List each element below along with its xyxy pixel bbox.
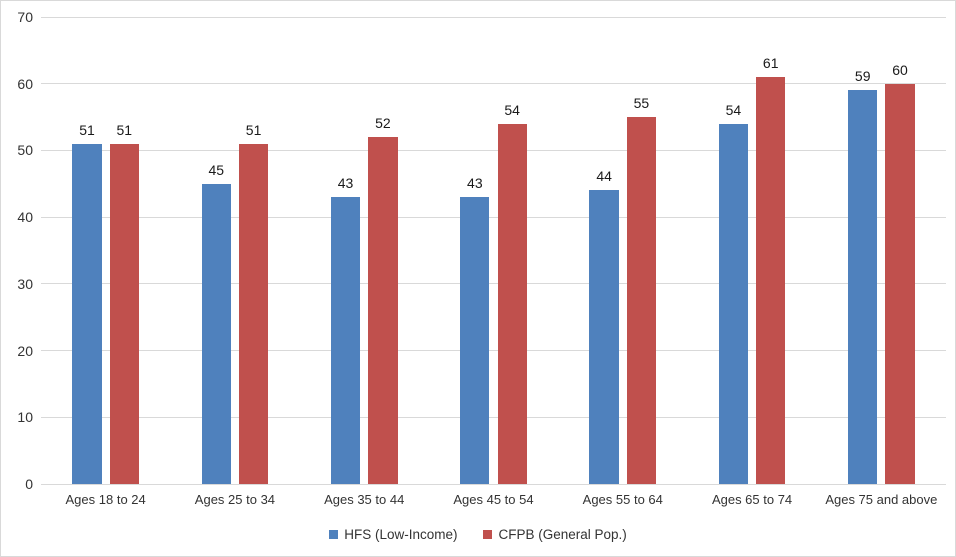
x-category-label: Ages 45 to 54 — [453, 492, 534, 507]
legend-label: HFS (Low-Income) — [344, 526, 458, 542]
bar-series-1-cat-2 — [368, 137, 398, 484]
bar-series-0-cat-4 — [589, 190, 619, 484]
bar-data-label: 43 — [337, 175, 354, 192]
bar-data-label: 51 — [116, 121, 133, 138]
bar-series-0-cat-6 — [848, 90, 878, 484]
bar-series-1-cat-6 — [885, 83, 915, 484]
x-category-label: Ages 65 to 74 — [711, 492, 793, 507]
y-tick-label: 10 — [17, 409, 33, 426]
legend-item-0: HFS (Low-Income) — [329, 527, 457, 542]
bar-data-label: 51 — [245, 121, 262, 138]
y-tick-label: 20 — [17, 342, 33, 359]
bar-series-1-cat-4 — [626, 117, 657, 484]
bar-data-label: 44 — [596, 168, 612, 185]
y-tick-label: 60 — [17, 75, 33, 92]
bar-data-label: 54 — [504, 101, 520, 118]
legend-label: CFPB (General Pop.) — [498, 526, 627, 542]
y-tick-label: 0 — [25, 476, 33, 492]
bar-data-label: 52 — [375, 115, 391, 132]
gridline-y-10 — [41, 416, 946, 418]
x-category-label: Ages 25 to 34 — [194, 492, 276, 507]
gridline-y-30 — [41, 283, 946, 285]
gridline-y-0 — [41, 483, 946, 485]
bar-data-label: 45 — [208, 161, 225, 178]
gridline-y-70 — [41, 16, 946, 18]
bar-data-label: 54 — [725, 101, 742, 118]
bar-series-0-cat-2 — [330, 197, 361, 484]
bar-series-1-cat-0 — [109, 143, 139, 484]
x-category-label: Ages 35 to 44 — [324, 492, 405, 507]
gridline-y-50 — [41, 149, 946, 151]
gridline-y-40 — [41, 216, 946, 218]
bar-series-1-cat-5 — [756, 77, 786, 484]
bar-series-1-cat-1 — [238, 143, 269, 484]
y-tick-label: 70 — [17, 9, 33, 25]
y-tick-label: 50 — [17, 142, 33, 159]
bar-series-0-cat-3 — [460, 197, 490, 484]
y-tick-label: 40 — [17, 209, 33, 226]
bar-data-label: 59 — [854, 68, 871, 85]
bar-data-label: 43 — [467, 175, 483, 192]
legend-swatch-icon — [329, 529, 339, 539]
bar-series-0-cat-1 — [201, 183, 231, 484]
y-tick-label: 30 — [17, 275, 33, 292]
bar-data-label: 61 — [762, 55, 779, 72]
bar-data-label: 51 — [79, 121, 95, 138]
x-category-label: Ages 55 to 64 — [582, 492, 663, 507]
bar-data-label: 55 — [633, 95, 650, 112]
bar-data-label: 60 — [892, 61, 908, 78]
x-category-label: Ages 75 and above — [825, 492, 938, 507]
legend-item-1: CFPB (General Pop.) — [483, 526, 627, 542]
gridline-y-60 — [41, 83, 946, 85]
x-category-label: Ages 18 to 24 — [65, 492, 146, 507]
gridline-y-20 — [41, 350, 946, 352]
bar-series-1-cat-3 — [497, 123, 527, 484]
legend: HFS (Low-Income) CFPB (General Pop.) — [1, 524, 955, 544]
legend-swatch-icon — [483, 529, 493, 539]
bar-series-0-cat-0 — [72, 143, 102, 484]
bar-series-0-cat-5 — [718, 123, 749, 484]
